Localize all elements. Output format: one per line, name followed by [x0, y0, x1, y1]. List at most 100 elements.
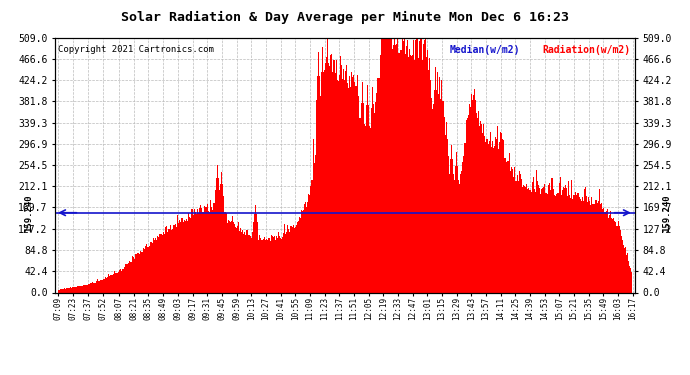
Bar [429, 58, 430, 292]
Bar [254, 214, 255, 292]
Bar [555, 194, 557, 292]
Bar [524, 186, 525, 292]
Bar [372, 87, 373, 292]
Bar [65, 289, 66, 292]
Bar [224, 212, 226, 292]
Bar [529, 190, 531, 292]
Bar [197, 209, 198, 292]
Bar [192, 209, 193, 292]
Bar [369, 126, 370, 292]
Bar [143, 248, 144, 292]
Bar [448, 174, 450, 292]
Bar [363, 103, 364, 292]
Bar [367, 85, 368, 292]
Bar [329, 66, 331, 292]
Bar [306, 207, 307, 292]
Bar [412, 55, 413, 292]
Bar [155, 238, 157, 292]
Bar [234, 225, 235, 292]
Bar [150, 242, 151, 292]
Bar [112, 275, 113, 292]
Bar [517, 175, 518, 292]
Bar [304, 204, 305, 292]
Bar [86, 285, 87, 292]
Bar [282, 237, 283, 292]
Bar [395, 45, 396, 292]
Bar [178, 224, 179, 292]
Bar [509, 171, 511, 292]
Bar [252, 232, 253, 292]
Bar [62, 289, 63, 292]
Bar [309, 195, 310, 292]
Bar [126, 264, 127, 292]
Bar [288, 229, 289, 292]
Bar [170, 225, 171, 292]
Bar [469, 104, 470, 292]
Bar [394, 38, 395, 292]
Bar [333, 60, 335, 292]
Bar [289, 231, 290, 292]
Bar [177, 215, 178, 292]
Bar [266, 239, 268, 292]
Bar [559, 183, 560, 292]
Bar [300, 218, 301, 292]
Bar [498, 149, 499, 292]
Bar [480, 121, 481, 292]
Bar [624, 248, 625, 292]
Bar [345, 71, 346, 292]
Bar [355, 86, 357, 292]
Bar [382, 38, 383, 292]
Bar [198, 213, 199, 292]
Bar [233, 222, 234, 292]
Bar [415, 40, 416, 292]
Bar [577, 193, 578, 292]
Bar [375, 102, 377, 292]
Bar [317, 76, 318, 292]
Bar [450, 159, 451, 292]
Bar [612, 219, 613, 292]
Bar [468, 115, 469, 292]
Bar [400, 51, 401, 292]
Bar [482, 133, 484, 292]
Bar [104, 279, 105, 292]
Bar [99, 280, 100, 292]
Bar [125, 264, 126, 292]
Bar [226, 223, 228, 292]
Bar [420, 38, 422, 292]
Bar [298, 221, 299, 292]
Bar [452, 159, 453, 292]
Bar [583, 201, 584, 292]
Bar [533, 189, 535, 292]
Bar [541, 189, 542, 292]
Bar [311, 180, 313, 292]
Bar [159, 234, 161, 292]
Bar [344, 80, 345, 292]
Bar [489, 141, 490, 292]
Bar [525, 187, 526, 292]
Bar [366, 105, 367, 292]
Bar [601, 203, 602, 292]
Bar [457, 166, 458, 292]
Bar [626, 255, 627, 292]
Bar [61, 290, 62, 292]
Bar [430, 80, 431, 292]
Bar [124, 267, 125, 292]
Bar [405, 54, 406, 292]
Bar [440, 99, 442, 292]
Bar [553, 195, 555, 292]
Bar [273, 237, 274, 292]
Bar [164, 234, 165, 292]
Bar [213, 203, 214, 292]
Bar [98, 281, 99, 292]
Bar [342, 79, 343, 292]
Bar [145, 246, 146, 292]
Bar [383, 38, 384, 292]
Bar [437, 72, 438, 292]
Bar [202, 211, 204, 292]
Bar [542, 189, 543, 292]
Bar [283, 233, 284, 292]
Bar [301, 210, 302, 292]
Bar [438, 94, 440, 292]
Bar [409, 49, 410, 292]
Bar [351, 72, 353, 292]
